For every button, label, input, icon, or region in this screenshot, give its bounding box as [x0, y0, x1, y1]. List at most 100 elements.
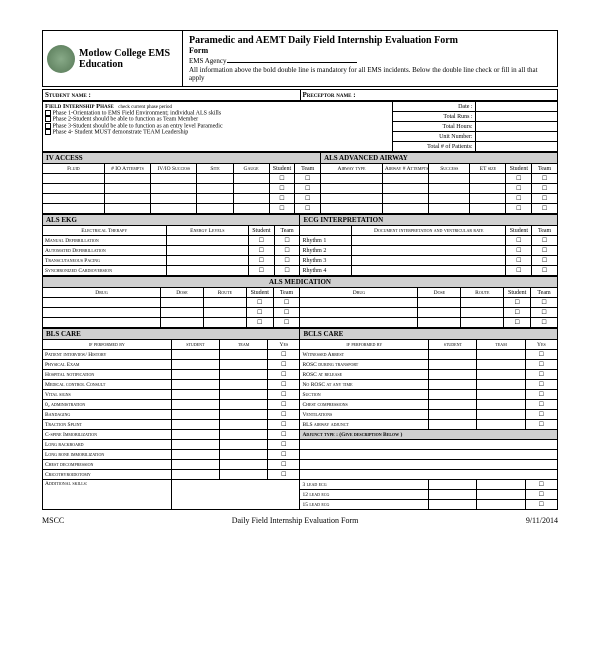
bcls-row: ROSC during transport	[300, 360, 429, 370]
ecg-st: Student	[506, 226, 532, 236]
ecg-c1: Document interpretation and ventricular …	[351, 226, 506, 236]
phase1-checkbox[interactable]	[45, 110, 51, 116]
form-title: Paramedic and AEMT Daily Field Internshi…	[189, 35, 551, 46]
ekg-title: ALS EKG	[43, 215, 300, 226]
agency-line[interactable]	[227, 55, 357, 63]
bls-row: C-spine Immobilization	[43, 430, 172, 440]
org-name: Motlow College EMS Education	[79, 48, 178, 70]
med-route1: Route	[203, 288, 246, 298]
patients-label: Total # of Patients:	[393, 142, 475, 152]
bls-st: student	[171, 340, 219, 350]
bcls-title: BCLS CARE	[300, 329, 558, 340]
document-header: Motlow College EMS Education Paramedic a…	[42, 30, 558, 87]
header-right: Paramedic and AEMT Daily Field Internshi…	[183, 31, 557, 86]
bls-tm: team	[220, 340, 268, 350]
bcls-st: student	[429, 340, 477, 350]
agency-label: EMS Agency	[189, 57, 227, 65]
bls-add[interactable]: Additional skills:	[43, 480, 172, 510]
ekg-c2: Energy Levels	[166, 226, 248, 236]
ekg-r2: Automated Defibrillation	[43, 246, 167, 256]
air-tm: Team	[532, 164, 558, 174]
bls-row: Traction Splint	[43, 420, 172, 430]
iv-c1: Fluid	[43, 164, 105, 174]
runs-value[interactable]	[475, 112, 557, 122]
med-table: ALS MEDICATION DrugDoseRouteStudentTeamD…	[42, 276, 558, 328]
bls-row: Cricothyroidotomy	[43, 470, 172, 480]
ekg-ecg-table: ALS EKGECG INTERPRETATION Electrical The…	[42, 214, 558, 276]
date-label: Date :	[393, 102, 475, 112]
footer-left: MSCC	[42, 516, 64, 525]
air-c4: ET size	[470, 164, 506, 174]
bcls-lead: 3 lead ecg	[300, 480, 429, 490]
bls-row: Hospital notification	[43, 370, 172, 380]
phase-title: Field Internship Phase	[45, 103, 114, 110]
bcls-row: BLS airway adjunct	[300, 420, 429, 430]
bcls-lead: 12 lead ecg	[300, 490, 429, 500]
bls-row: Vital signs	[43, 390, 172, 400]
ecg-tm: Team	[532, 226, 558, 236]
phase-stats-table: Field Internship Phase check current pha…	[42, 101, 558, 152]
bcls-row: Chest compressions	[300, 400, 429, 410]
ekg-r3: Transcutaneous Pacing	[43, 256, 167, 266]
air-c3: Success	[429, 164, 470, 174]
ecg-r3: Rhythm 3	[300, 256, 352, 266]
preceptor-name-label[interactable]: Preceptor name :	[300, 90, 558, 101]
ecg-r1: Rhythm 1	[300, 236, 352, 246]
med-drug2: Drug	[300, 288, 418, 298]
bcls-row: Suction	[300, 390, 429, 400]
med-tm1: Team	[273, 288, 300, 298]
bls-yes: Yes	[268, 340, 300, 350]
header-note: All information above the bold double li…	[189, 66, 551, 82]
iv-airway-table: IV ACCESSALS ADVANCED AIRWAY Fluid# IO A…	[42, 152, 558, 214]
bcls-lead: 15 lead ecg	[300, 500, 429, 510]
iv-c2: # IO Attempts	[104, 164, 150, 174]
unit-label: Unit Number:	[393, 132, 475, 142]
phase2-checkbox[interactable]	[45, 116, 51, 122]
bcls-adjunct: Adjunct type : (Give description Below )	[300, 430, 558, 440]
bls-bcls-table: BLS CAREBCLS CARE if performed bystudent…	[42, 328, 558, 510]
footer-right: 9/11/2014	[526, 516, 558, 525]
bls-row: Medical control Consult	[43, 380, 172, 390]
footer: MSCC Daily Field Internship Evaluation F…	[42, 516, 558, 525]
student-name-label[interactable]: Student name :	[43, 90, 301, 101]
unit-value[interactable]	[475, 132, 557, 142]
phase-cell: Field Internship Phase check current pha…	[43, 102, 393, 152]
bcls-row: Witnessed Arrest	[300, 350, 429, 360]
runs-label: Total Runs :	[393, 112, 475, 122]
header-left: Motlow College EMS Education	[43, 31, 183, 86]
patients-value[interactable]	[475, 142, 557, 152]
iv-c4: Site	[197, 164, 233, 174]
bcls-row: ROSC at release	[300, 370, 429, 380]
phase3-checkbox[interactable]	[45, 123, 51, 129]
air-c2: Airway # Attempts	[382, 164, 428, 174]
iv-st: Student	[269, 164, 295, 174]
med-drug1: Drug	[43, 288, 161, 298]
bls-row: Long bone immobilization	[43, 450, 172, 460]
phase1-text: Phase 1-Orientation to EMS Field Environ…	[53, 110, 222, 116]
bcls-row: Ventilations	[300, 410, 429, 420]
ekg-r4: Synchronized Cardioversion	[43, 266, 167, 276]
names-table: Student name :Preceptor name :	[42, 89, 558, 101]
med-st2: Student	[504, 288, 531, 298]
hours-value[interactable]	[475, 122, 557, 132]
iv-title: IV ACCESS	[43, 153, 321, 164]
bls-row: Patient interview/ History	[43, 350, 172, 360]
med-route2: Route	[461, 288, 504, 298]
hours-label: Total Hours:	[393, 122, 475, 132]
phase3-text: Phase 3-Student should be able to functi…	[53, 123, 223, 129]
ecg-r4: Rhythm 4	[300, 266, 352, 276]
iv-c3: IV/IO Success	[151, 164, 197, 174]
footer-center: Daily Field Internship Evaluation Form	[232, 516, 359, 525]
phase4-checkbox[interactable]	[45, 129, 51, 135]
bcls-tm: team	[477, 340, 525, 350]
air-title: ALS ADVANCED AIRWAY	[321, 153, 558, 164]
iv-c5: Gauge	[233, 164, 269, 174]
bls-perf: if performed by	[43, 340, 172, 350]
date-value[interactable]	[475, 102, 557, 112]
logo-icon	[47, 45, 75, 73]
bls-row: 0₂ administration	[43, 400, 172, 410]
ekg-r1: Manual Defibrillation	[43, 236, 167, 246]
med-dose1: Dose	[161, 288, 204, 298]
bls-row: Bandaging	[43, 410, 172, 420]
med-tm2: Team	[531, 288, 558, 298]
